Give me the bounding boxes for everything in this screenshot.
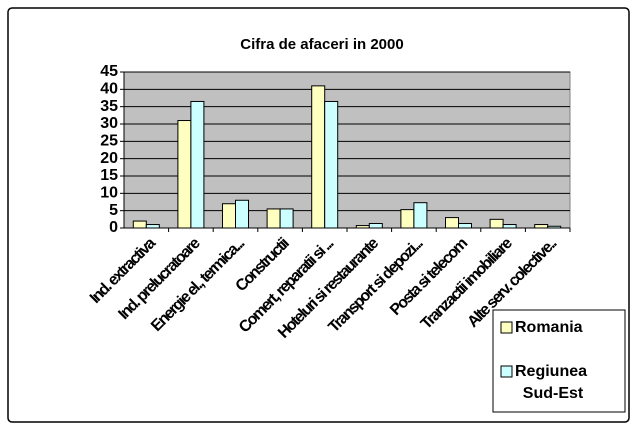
bar xyxy=(311,85,326,229)
bar xyxy=(235,199,249,229)
y-tick-label: 40 xyxy=(100,81,118,98)
bar xyxy=(400,209,415,229)
legend xyxy=(492,309,626,413)
legend-swatch xyxy=(500,321,513,334)
y-tick-label: 25 xyxy=(100,133,118,150)
bar xyxy=(458,222,472,229)
bar xyxy=(266,208,281,229)
bar xyxy=(132,220,147,229)
bar xyxy=(547,225,562,229)
legend-label-line: Regiunea xyxy=(515,363,591,380)
bar xyxy=(445,217,459,229)
chart-title: Cifra de afaceri in 2000 xyxy=(240,36,403,53)
bar xyxy=(222,203,236,229)
legend-label: Romania xyxy=(515,319,583,336)
bar xyxy=(324,100,339,229)
y-tick-label: 0 xyxy=(109,219,118,236)
bar xyxy=(368,222,383,229)
legend-label-line: Sud-Est xyxy=(523,385,584,402)
y-tick-label: 30 xyxy=(100,115,118,132)
y-tick-label: 35 xyxy=(100,98,118,115)
y-tick-label: 5 xyxy=(109,202,118,219)
bar xyxy=(177,120,192,229)
bar xyxy=(413,202,428,229)
bar xyxy=(190,100,205,229)
bar xyxy=(279,208,294,229)
bar xyxy=(489,218,504,229)
legend-label: Regiunea Sud-Est xyxy=(515,363,591,402)
bar xyxy=(502,224,517,229)
legend-swatch xyxy=(500,365,513,378)
bar xyxy=(145,224,160,229)
y-tick-label: 45 xyxy=(100,63,118,80)
y-tick-label: 20 xyxy=(100,150,118,167)
bar xyxy=(534,224,549,229)
y-tick-label: 15 xyxy=(100,167,118,184)
bar xyxy=(355,225,370,229)
y-tick-label: 10 xyxy=(100,185,118,202)
